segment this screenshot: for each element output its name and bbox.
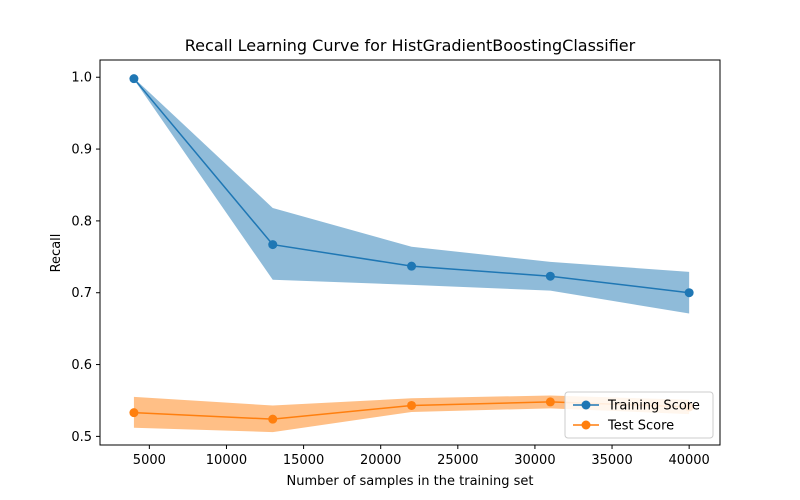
x-tick-label: 10000 [206,453,247,468]
training-score-point [268,240,278,250]
x-tick-label: 35000 [591,453,632,468]
training-score-point [545,271,555,281]
y-axis: 0.5 0.6 0.7 0.8 0.9 1.0 [71,71,100,445]
x-tick-label: 15000 [283,453,324,468]
training-score-point [684,288,694,298]
y-tick-label: 0.5 [71,430,92,445]
x-tick-label: 30000 [514,453,555,468]
x-tick-label: 20000 [360,453,401,468]
training-score-band [133,77,690,314]
x-axis-title: Number of samples in the training set [287,474,534,489]
plot-frame [99,59,721,446]
legend: Training Score Test Score [564,391,714,439]
test-score-point [268,414,278,424]
test-score-legend-label: Test Score [607,419,674,434]
x-axis: 5000 10000 15000 20000 25000 30000 35000 40000 [133,445,710,468]
confidence-bands [133,77,690,433]
y-tick-label: 0.9 [71,143,92,158]
x-tick-label: 40000 [668,453,709,468]
test-score-legend-marker [581,420,591,430]
chart-title: Recall Learning Curve for HistGradientBo… [185,36,636,55]
test-score-point [407,400,417,410]
y-axis-title: Recall [49,234,64,273]
y-tick-label: 0.8 [71,214,92,229]
y-tick-label: 0.7 [71,286,92,301]
test-score-point [129,408,139,418]
x-tick-label: 5000 [133,453,166,468]
legend-box [564,391,714,439]
series-points [129,74,694,424]
y-tick-label: 0.6 [71,358,92,373]
training-score-legend-marker [581,400,591,410]
y-tick-label: 1.0 [71,71,92,86]
training-score-point [407,261,417,271]
training-score-legend-label: Training Score [607,399,700,414]
training-score-point [129,74,139,84]
test-score-point [545,397,555,407]
x-tick-label: 25000 [437,453,478,468]
